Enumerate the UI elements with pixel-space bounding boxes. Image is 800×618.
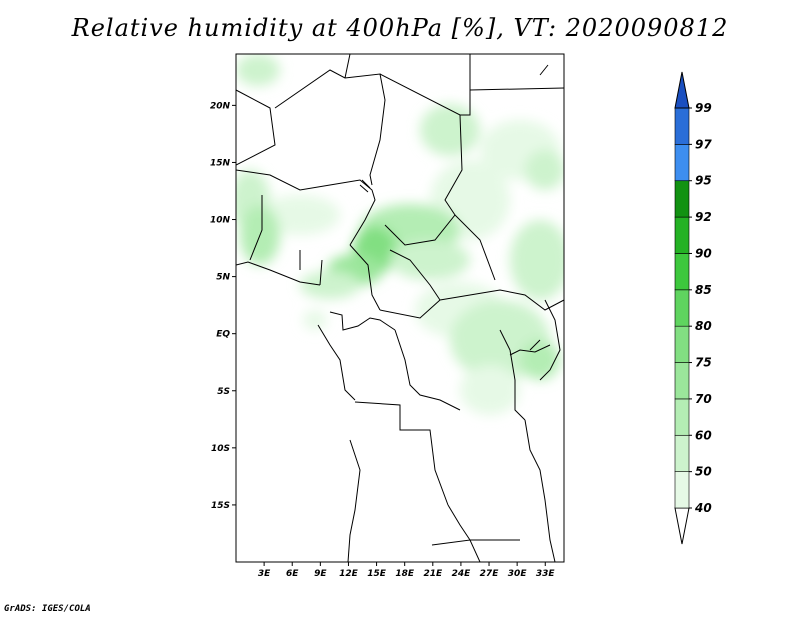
colorbar-label: 50	[695, 465, 712, 479]
colorbar-segment	[674, 434, 690, 472]
colorbar-label: 92	[695, 210, 712, 224]
lon-tick-label: 15E	[367, 569, 387, 579]
colorbar-label: 95	[695, 174, 712, 188]
colorbar-segment	[674, 471, 690, 509]
colorbar-label: 60	[695, 428, 712, 442]
lat-tick-label: 5S	[217, 387, 230, 397]
lat-tick-label: EQ	[216, 330, 230, 340]
lat-tick-label: 20N	[210, 101, 231, 111]
chart-title: Relative humidity at 400hPa [%], VT: 202…	[71, 14, 729, 42]
colorbar-label: 40	[694, 501, 712, 515]
lat-tick-label: 15S	[211, 501, 230, 511]
lon-tick-label: 18E	[395, 569, 415, 579]
colorbar-label: 80	[695, 319, 712, 333]
colorbar-segment	[674, 144, 690, 182]
lat-tick-label: 10N	[210, 216, 231, 226]
colorbar-segment	[674, 107, 690, 145]
lat-tick-label: 10S	[211, 444, 230, 454]
lon-tick-label: 21E	[423, 569, 443, 579]
colorbar-low-arrow	[674, 507, 690, 545]
colorbar-segment	[674, 216, 690, 254]
lon-tick-label: 9E	[314, 569, 327, 579]
lon-tick-label: 30E	[508, 569, 528, 579]
humidity-field	[236, 54, 564, 562]
lon-tick-label: 6E	[286, 569, 299, 579]
colorbar-segment	[674, 253, 690, 291]
colorbar-segment	[674, 362, 690, 400]
lon-tick-label: 27E	[480, 569, 500, 579]
colorbar-label: 75	[695, 356, 712, 370]
colorbar-label: 97	[695, 137, 712, 151]
colorbar-segment	[674, 325, 690, 363]
colorbar-segment	[674, 398, 690, 436]
lon-tick-label: 12E	[339, 569, 359, 579]
colorbar-label: 90	[695, 246, 712, 260]
grads-credit: GrADS: IGES/COLA	[4, 604, 91, 614]
lat-tick-label: 15N	[210, 158, 231, 168]
map-frame	[235, 53, 565, 563]
latitude-axis: 20N 15N 10N 5N EQ 5S 10S 15S	[210, 101, 236, 511]
map-borders	[236, 54, 564, 562]
colorbar-label: 85	[695, 283, 712, 297]
colorbar-high-arrow	[674, 71, 690, 109]
colorbar-segment	[674, 289, 690, 327]
colorbar-label: 99	[695, 101, 712, 115]
lon-tick-label: 24E	[452, 569, 472, 579]
longitude-axis: 3E 6E 9E 12E 15E 18E 21E 24E 27E 30E 33E	[258, 562, 556, 579]
colorbar-label: 70	[695, 392, 712, 406]
lon-tick-label: 3E	[258, 569, 271, 579]
lon-tick-label: 33E	[536, 569, 556, 579]
colorbar-segment	[674, 180, 690, 218]
lat-tick-label: 5N	[216, 273, 230, 283]
colorbar: 40 50 60 70 75 80 85 90 92 95 97 99	[674, 71, 712, 545]
